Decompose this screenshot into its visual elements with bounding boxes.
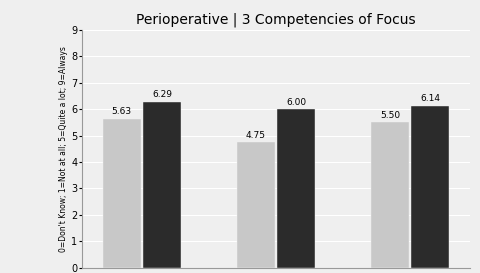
Bar bbox=[411, 105, 449, 268]
Title: Perioperative | 3 Competencies of Focus: Perioperative | 3 Competencies of Focus bbox=[136, 12, 416, 26]
Bar bbox=[277, 109, 315, 268]
Bar bbox=[143, 102, 181, 268]
Text: 5.63: 5.63 bbox=[112, 107, 132, 116]
Bar bbox=[103, 119, 141, 268]
Bar bbox=[237, 142, 275, 268]
Y-axis label: 0=Don't Know; 1=Not at all; 5=Quite a lot; 9=Always: 0=Don't Know; 1=Not at all; 5=Quite a lo… bbox=[60, 46, 69, 252]
Bar bbox=[371, 122, 409, 268]
Text: 4.75: 4.75 bbox=[246, 130, 266, 140]
Text: 6.29: 6.29 bbox=[152, 90, 172, 99]
Text: 6.14: 6.14 bbox=[420, 94, 440, 103]
Text: 5.50: 5.50 bbox=[380, 111, 400, 120]
Text: 6.00: 6.00 bbox=[286, 97, 306, 106]
